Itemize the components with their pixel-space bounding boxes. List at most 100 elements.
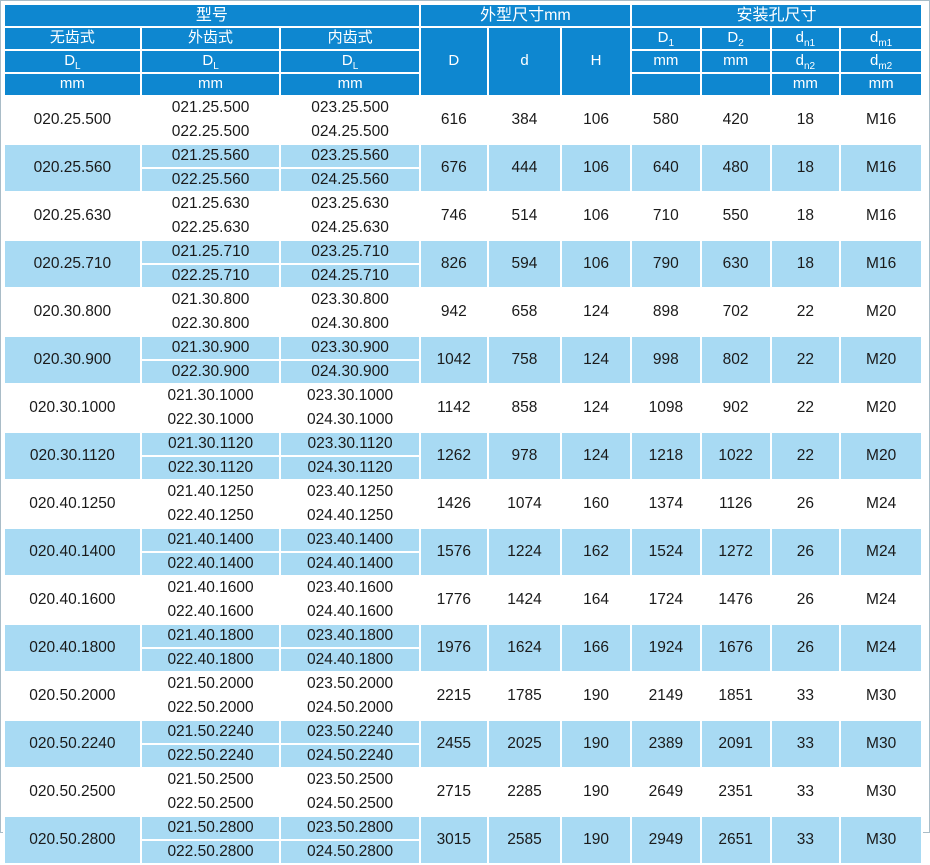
table-row: 022.25.630 024.25.630 — [4, 215, 922, 241]
table-row: 022.30.1000 024.30.1000 — [4, 407, 922, 433]
cell-D1: 2389 — [629, 719, 702, 769]
cell-model-no-gear: 020.40.1250 — [3, 479, 142, 529]
cell-dn: 22 — [769, 383, 842, 433]
cell-H: 106 — [560, 143, 632, 193]
header-col-dn2: dn2 — [769, 49, 842, 74]
cell-D: 2715 — [418, 767, 489, 817]
cell-D2: 1022 — [699, 431, 772, 481]
cell-model-int-gear-1: 023.25.710 — [279, 239, 421, 265]
cell-H: 106 — [560, 191, 632, 241]
cell-D: 3015 — [418, 815, 489, 865]
cell-dn: 18 — [769, 95, 842, 145]
cell-dm: M20 — [839, 335, 923, 385]
table-row: 020.30.1120 021.30.1120 023.30.1120 1262 978… — [3, 431, 923, 481]
header-sym-DL-int-gear: DL — [279, 49, 421, 74]
cell-D2: 2351 — [699, 767, 772, 817]
cell-model-int-gear-2: 024.50.2240 — [279, 743, 421, 769]
cell-D2: 902 — [699, 383, 772, 433]
cell-model-ext-gear-1: 021.50.2240 — [139, 719, 282, 745]
cell-model-no-gear: 020.30.900 — [3, 335, 142, 385]
cell-d: 1224 — [486, 527, 563, 577]
cell-H: 190 — [560, 815, 632, 865]
header-col-dm2: dm2 — [839, 49, 923, 74]
cell-D: 746 — [418, 191, 489, 241]
header-empty-D2 — [699, 72, 772, 97]
header-col-D2: D2 — [699, 26, 772, 51]
cell-dn: 26 — [769, 527, 842, 577]
table-row: 020.50.2800 021.50.2800 023.50.2800 3015 258… — [3, 815, 923, 865]
cell-D2: 2091 — [699, 719, 772, 769]
cell-model-int-gear-2: 024.25.500 — [279, 119, 421, 145]
cell-D1: 1374 — [629, 479, 702, 529]
cell-D1: 2949 — [629, 815, 702, 865]
cell-model-int-gear-1: 023.40.1600 — [279, 575, 421, 601]
cell-D: 1426 — [418, 479, 489, 529]
cell-d: 1785 — [486, 671, 563, 721]
table-row: 020.25.630 021.25.630 023.25.630 746 514 106 7… — [3, 191, 923, 241]
cell-model-no-gear: 020.30.1000 — [3, 383, 142, 433]
cell-model-ext-gear-2: 022.30.900 — [139, 359, 282, 385]
cell-D: 1976 — [418, 623, 489, 673]
cell-d: 1074 — [486, 479, 563, 529]
header-empty-D1 — [629, 72, 702, 97]
cell-H: 190 — [560, 719, 632, 769]
cell-model-no-gear: 020.40.1600 — [3, 575, 142, 625]
cell-D2: 1126 — [699, 479, 772, 529]
cell-D: 1576 — [418, 527, 489, 577]
cell-model-ext-gear-2: 022.25.710 — [139, 263, 282, 289]
cell-model-int-gear-1: 023.50.2240 — [279, 719, 421, 745]
cell-dm: M16 — [839, 143, 923, 193]
cell-dm: M24 — [839, 575, 923, 625]
spec-table: 型号 外型尺寸mm 安装孔尺寸 无齿式 外齿式 内齿式 D d H D1 D2 … — [3, 3, 924, 865]
cell-d: 1424 — [486, 575, 563, 625]
table-row: 020.25.560 021.25.560 023.25.560 676 444 106 6… — [3, 143, 923, 193]
table-row: 020.30.1000 021.30.1000 023.30.1000 1142 858… — [3, 383, 923, 433]
cell-dn: 33 — [769, 719, 842, 769]
cell-model-int-gear-2: 024.30.1000 — [279, 407, 421, 433]
table-row: 020.25.500 021.25.500 023.25.500 616 384 106 5… — [3, 95, 923, 145]
cell-model-ext-gear-2: 022.25.630 — [139, 215, 282, 241]
cell-D1: 640 — [629, 143, 702, 193]
cell-model-no-gear: 020.40.1800 — [3, 623, 142, 673]
cell-dm: M30 — [839, 767, 923, 817]
cell-model-no-gear: 020.50.2500 — [3, 767, 142, 817]
header-group-model: 型号 — [3, 3, 421, 28]
cell-D2: 630 — [699, 239, 772, 289]
cell-model-no-gear: 020.50.2000 — [3, 671, 142, 721]
cell-D2: 1476 — [699, 575, 772, 625]
table-row: 022.30.1120 024.30.1120 — [4, 455, 922, 481]
cell-d: 444 — [486, 143, 563, 193]
cell-model-no-gear: 020.30.800 — [3, 287, 142, 337]
table-row: 022.40.1600 024.40.1600 — [4, 599, 922, 625]
cell-model-ext-gear-2: 022.40.1600 — [139, 599, 282, 625]
cell-d: 858 — [486, 383, 563, 433]
cell-model-no-gear: 020.40.1400 — [3, 527, 142, 577]
header-col-dm1: dm1 — [839, 26, 923, 51]
cell-dm: M16 — [839, 95, 923, 145]
cell-model-ext-gear-2: 022.50.2800 — [139, 839, 282, 865]
table-row: 020.50.2000 021.50.2000 023.50.2000 2215 178… — [3, 671, 923, 721]
cell-D: 616 — [418, 95, 489, 145]
cell-model-int-gear-1: 023.30.1120 — [279, 431, 421, 457]
header-unit-D1: mm — [629, 49, 702, 74]
cell-dm: M16 — [839, 191, 923, 241]
cell-D: 1776 — [418, 575, 489, 625]
cell-model-ext-gear-1: 021.25.500 — [139, 95, 282, 121]
cell-model-ext-gear-1: 021.50.2800 — [139, 815, 282, 841]
cell-model-int-gear-1: 023.40.1250 — [279, 479, 421, 505]
cell-dn: 18 — [769, 143, 842, 193]
cell-model-ext-gear-1: 021.40.1800 — [139, 623, 282, 649]
cell-model-int-gear-1: 023.40.1400 — [279, 527, 421, 553]
cell-model-int-gear-2: 024.40.1600 — [279, 599, 421, 625]
cell-model-ext-gear-1: 021.25.560 — [139, 143, 282, 169]
cell-dm: M30 — [839, 815, 923, 865]
cell-d: 978 — [486, 431, 563, 481]
table-row: 022.30.800 024.30.800 — [4, 311, 922, 337]
cell-dn: 26 — [769, 479, 842, 529]
cell-dn: 33 — [769, 671, 842, 721]
cell-dn: 22 — [769, 431, 842, 481]
cell-dm: M20 — [839, 287, 923, 337]
cell-D1: 580 — [629, 95, 702, 145]
cell-D1: 898 — [629, 287, 702, 337]
cell-d: 384 — [486, 95, 563, 145]
